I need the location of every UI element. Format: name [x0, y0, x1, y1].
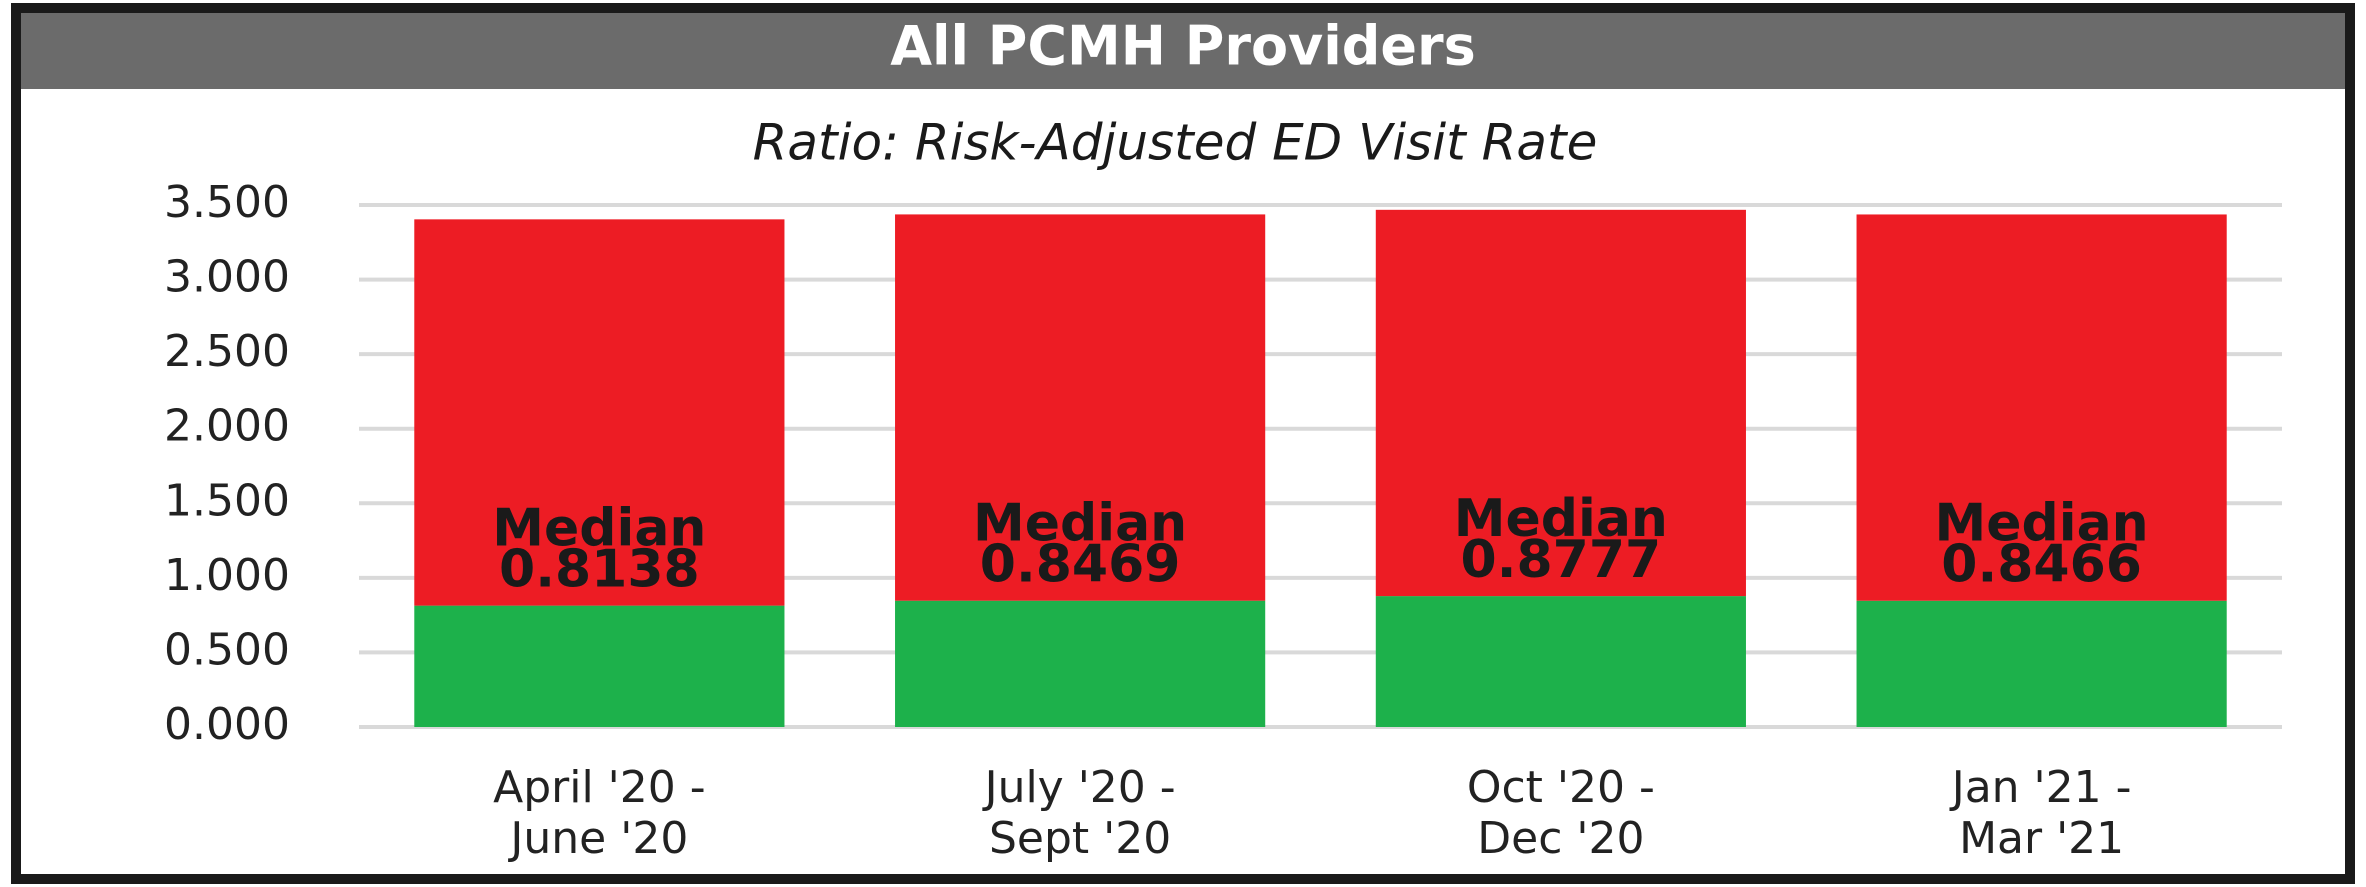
value-label: 0.8466	[1941, 535, 2142, 595]
y-tick-label: 0.500	[164, 624, 290, 675]
title-bar	[21, 13, 2345, 89]
median-label: Median	[1454, 489, 1668, 549]
y-tick-label: 1.000	[164, 550, 290, 601]
header-title: All PCMH Providers	[890, 15, 1476, 78]
x-tick-label: Jan '21 -	[1949, 762, 2132, 813]
bar-segment	[1375, 596, 1746, 727]
x-tick-label: Sept '20	[989, 813, 1171, 864]
y-tick-label: 0.000	[164, 699, 290, 750]
bar-segment	[1856, 600, 2227, 727]
x-tick-label: July '20 -	[982, 762, 1176, 813]
y-tick-label: 3.000	[164, 252, 290, 303]
value-label: 0.8138	[499, 540, 700, 600]
bar-segment	[1856, 214, 2227, 601]
x-tick-label: Mar '21	[1959, 813, 2124, 864]
value-label: 0.8777	[1461, 530, 1662, 590]
median-label: Median	[1935, 494, 2149, 554]
y-tick-label: 3.500	[164, 177, 290, 228]
bar-segment	[414, 605, 785, 727]
bar-segment	[895, 214, 1266, 601]
bar-segment	[414, 219, 785, 606]
x-tick-label: Dec '20	[1477, 813, 1644, 864]
y-tick-label: 1.500	[164, 475, 290, 526]
y-tick-label: 2.000	[164, 401, 290, 452]
x-tick-label: April '20 -	[493, 762, 706, 813]
median-label: Median	[492, 499, 706, 559]
x-tick-label: Oct '20 -	[1467, 762, 1655, 813]
median-label: Median	[973, 494, 1187, 554]
value-label: 0.8469	[980, 535, 1181, 595]
x-tick-label: June '20	[507, 813, 688, 864]
bar-segment	[895, 600, 1266, 727]
bar-segment	[1375, 209, 1746, 597]
chart-title: Ratio: Risk-Adjusted ED Visit Rate	[753, 114, 1598, 172]
y-tick-label: 2.500	[164, 326, 290, 377]
